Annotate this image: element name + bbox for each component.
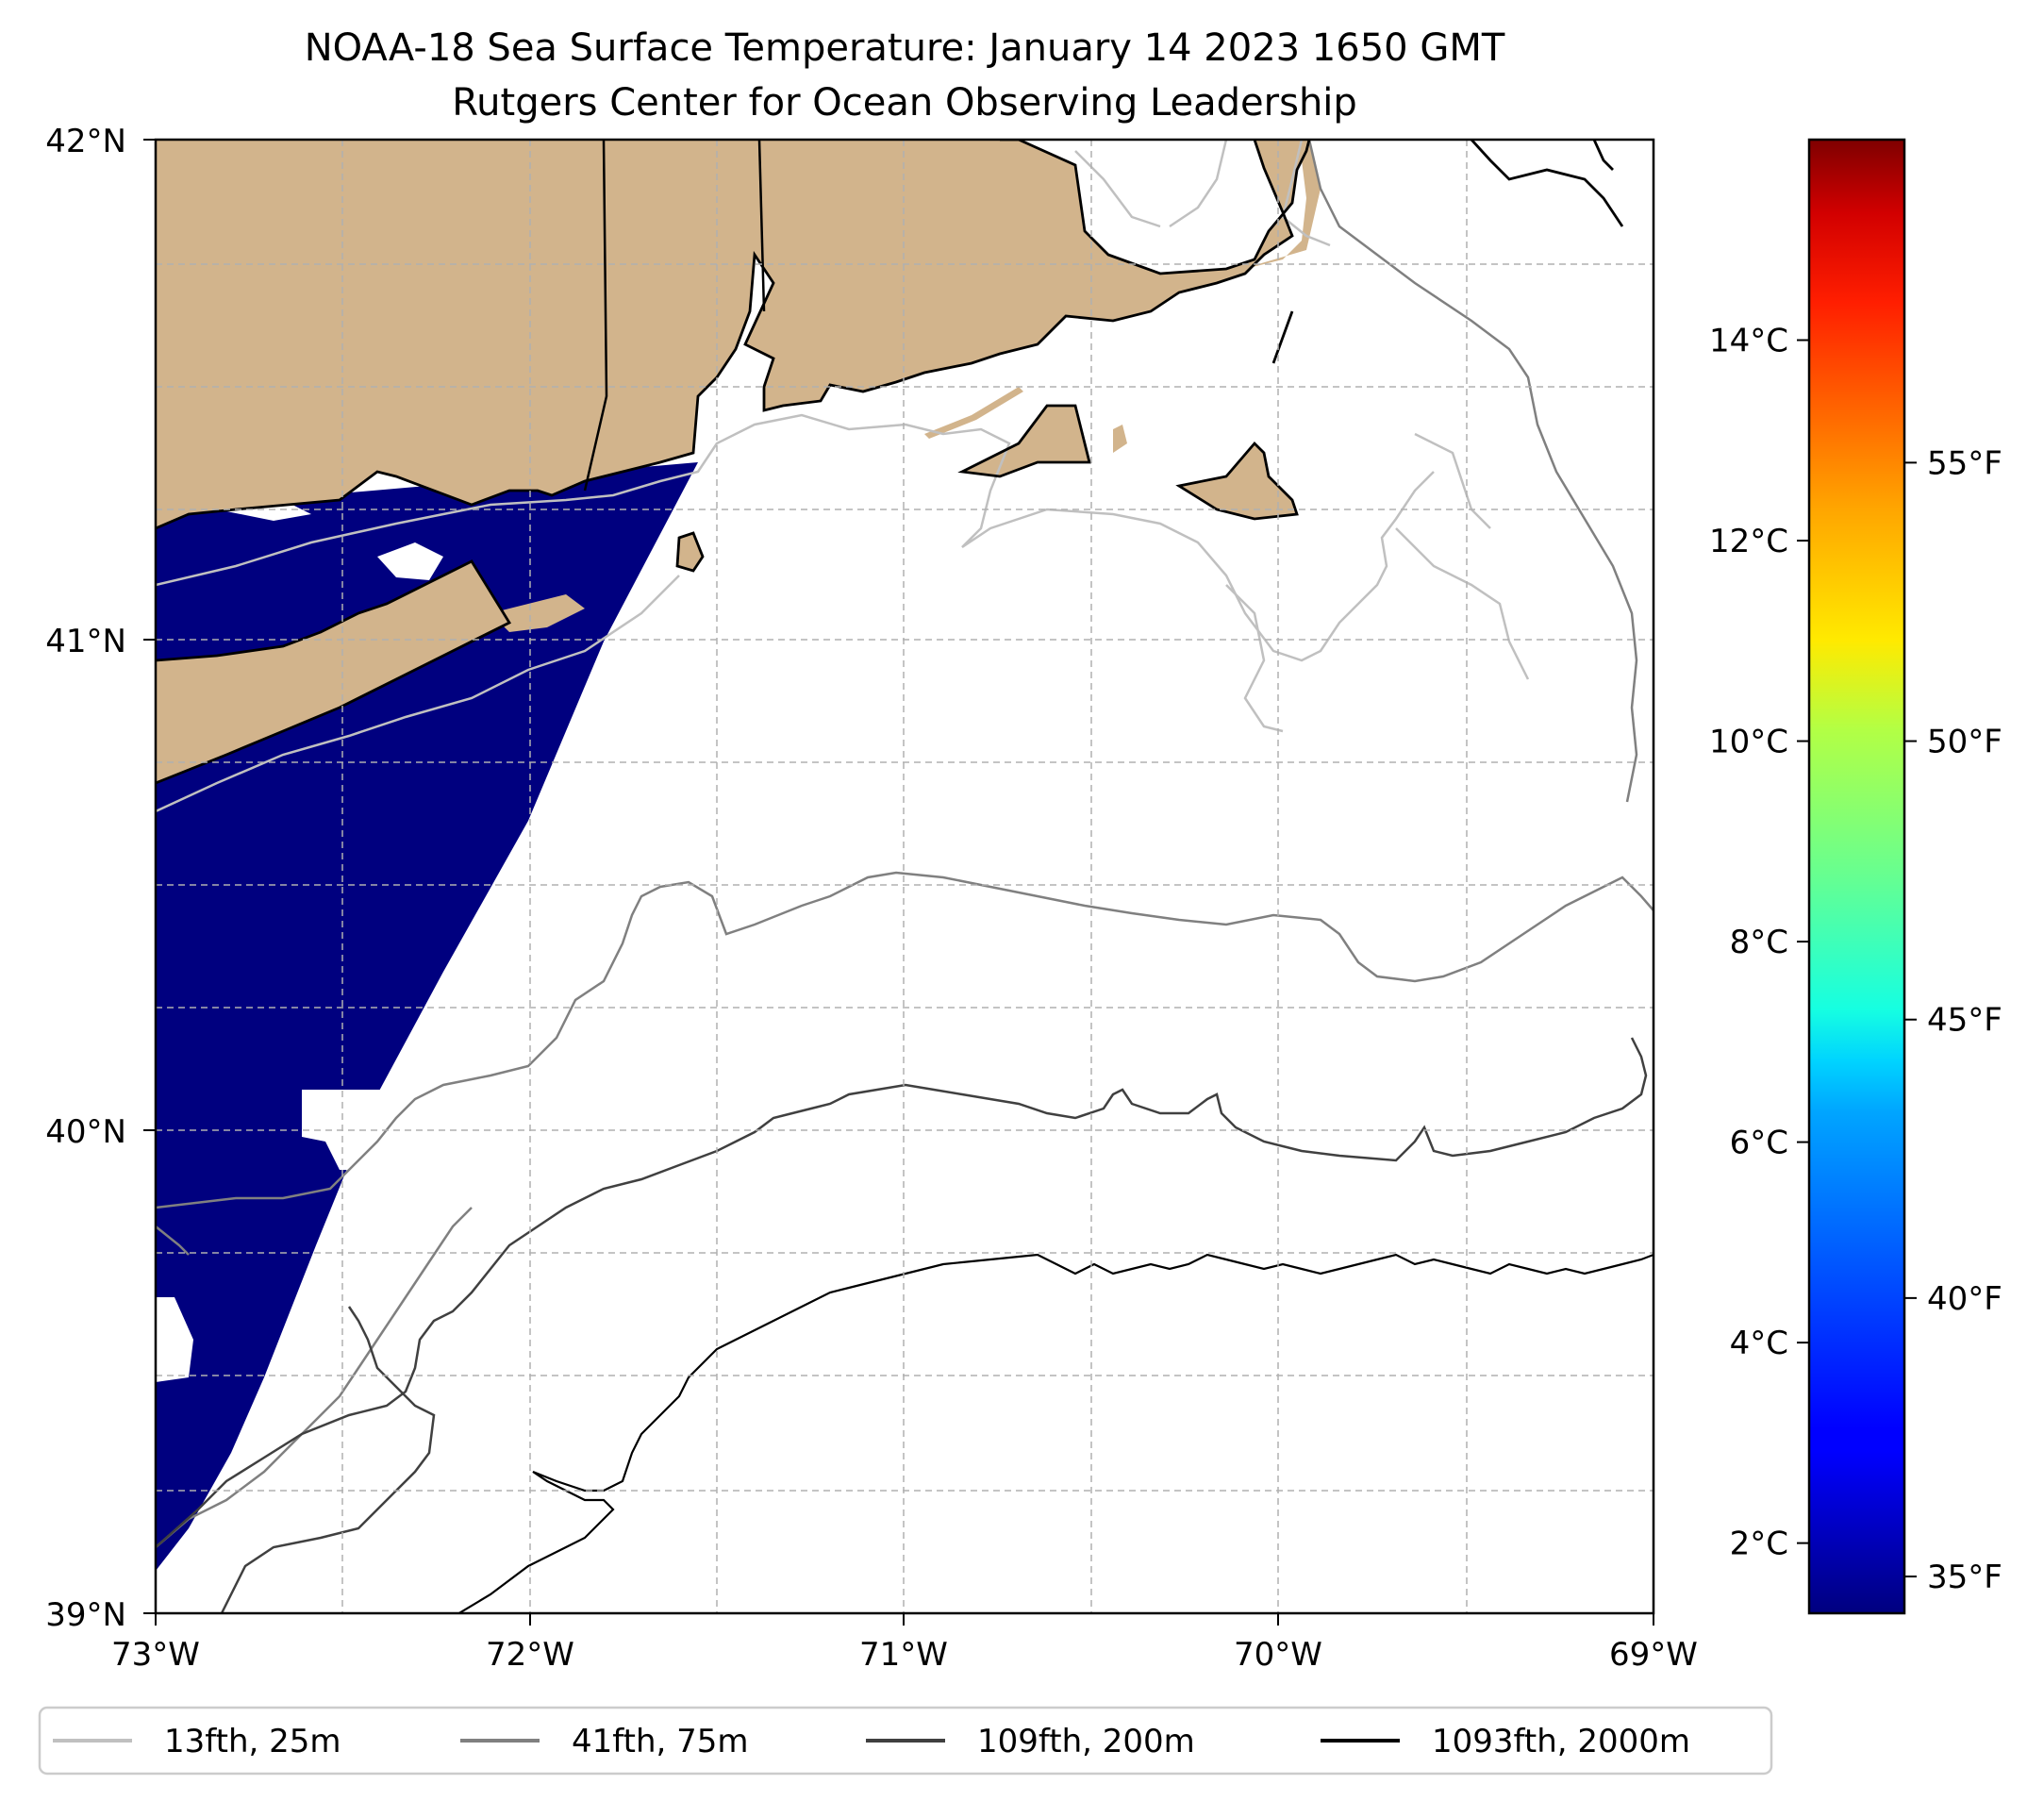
lon-label-73w: 73°W [111,1636,200,1674]
land-long-island-south [490,594,585,632]
colorbar-fahrenheit-ticks: 55°F 50°F 45°F 40°F 35°F [1904,444,2002,1596]
legend-label-75m: 41fth, 75m [572,1723,749,1760]
legend: 13fth, 25m 41fth, 75m 109fth, 200m 1093f… [38,1706,1773,1776]
colorbar-celsius-ticks: 14°C 12°C 10°C 8°C 6°C 4°C 2°C [1709,323,1809,1563]
graticule [156,140,1653,1613]
colorbar-fahrenheit-label: 35°F [1927,1559,2002,1596]
lat-label-41n: 41°N [45,623,126,660]
legend-label-25m: 13fth, 25m [164,1723,341,1760]
map-area [156,140,1653,1613]
state-border [583,140,608,492]
colorbar-celsius-label: 10°C [1709,724,1788,761]
colorbar: 14°C 12°C 10°C 8°C 6°C 4°C 2°C 55°F 50°F 45°F 40°… [1709,138,2002,1615]
isobath-200m [156,1037,1648,1613]
colorbar-celsius-label: 14°C [1709,323,1788,360]
land-new-england [156,140,1309,528]
axis-ticks [143,139,1654,1626]
land-nantucket [1179,443,1297,519]
colorbar-celsius-label: 2°C [1730,1526,1788,1563]
title-line-2: Rutgers Center for Ocean Observing Leade… [452,81,1357,125]
colorbar-celsius-label: 12°C [1709,523,1788,560]
lon-label-71w: 71°W [859,1636,948,1674]
state-border [757,140,766,312]
land-elizabeth-islands [924,387,1023,439]
lat-label-39n: 39°N [45,1596,126,1634]
colorbar-fahrenheit-label: 40°F [1927,1280,2002,1318]
colorbar-fahrenheit-label: 55°F [1927,444,2002,482]
land-marthas-vineyard [962,406,1089,476]
legend-label-2000m: 1093fth, 2000m [1432,1723,1690,1760]
title-line-1: NOAA-18 Sea Surface Temperature: January… [305,26,1505,70]
lon-label-69w: 69°W [1609,1636,1698,1674]
land-muskeget [1113,425,1127,453]
isobath-2000m [457,1253,1653,1613]
coastline [156,140,1624,785]
sst-gap [377,542,443,580]
lat-label-42n: 42°N [45,123,126,160]
colorbar-gradient [1807,138,1906,1615]
colorbar-celsius-label: 4°C [1730,1325,1788,1362]
land-long-island-fork [321,604,443,665]
isobath-25m [156,140,1530,813]
colorbar-fahrenheit-label: 50°F [1927,724,2002,761]
lon-label-70w: 70°W [1234,1636,1322,1674]
sst-cold-swath [156,462,698,1571]
sst-gap [156,1297,193,1382]
legend-label-200m: 109fth, 200m [977,1723,1195,1760]
lon-label-72w: 72°W [486,1636,574,1674]
colorbar-celsius-label: 6°C [1730,1125,1788,1162]
colorbar-fahrenheit-label: 45°F [1927,1002,2002,1040]
colorbar-celsius-label: 8°C [1730,924,1788,961]
lat-label-40n: 40°N [45,1113,126,1151]
